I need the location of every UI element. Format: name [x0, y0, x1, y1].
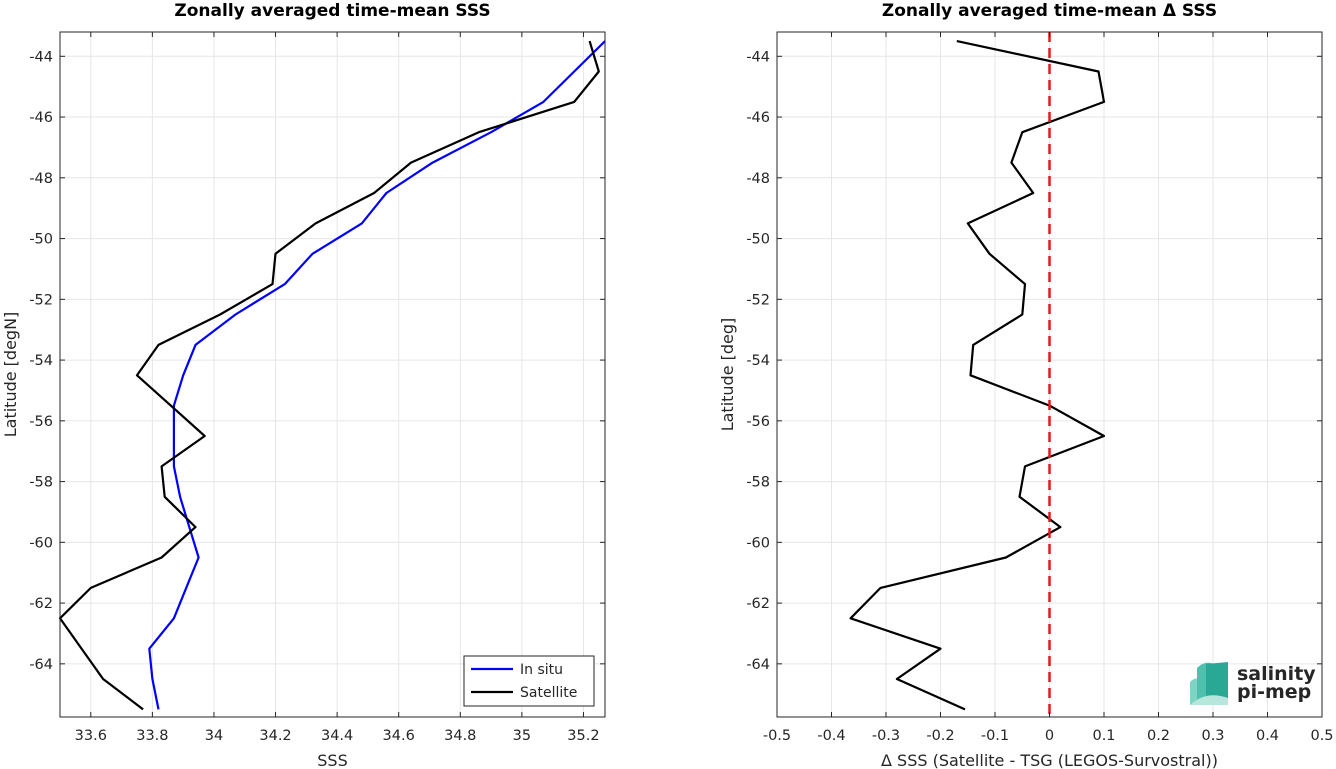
y-tick-label: -54	[29, 353, 53, 369]
y-axis-label-left: Latitude [degN]	[1, 312, 20, 438]
y-tick-label: -56	[746, 414, 770, 430]
x-tick-label: -0.4	[817, 728, 845, 744]
axes-frame-left	[59, 31, 606, 718]
y-tick-label: -50	[746, 232, 770, 248]
x-tick-label: 34.8	[444, 728, 476, 744]
x-tick-label: 0.5	[1310, 728, 1333, 744]
x-tick-label: 34.2	[259, 728, 291, 744]
y-tick-label: -64	[29, 657, 53, 673]
logo-text-salinity: salinity	[1237, 663, 1316, 685]
y-tick-label: -52	[29, 292, 53, 308]
series-line-satellite	[58, 40, 600, 711]
legend: In situ Satellite	[463, 655, 595, 707]
y-tick-label: -48	[29, 171, 53, 187]
x-tick-label: 0	[1045, 728, 1054, 744]
y-tick-label: -62	[746, 596, 770, 612]
x-tick-label: 35	[513, 728, 531, 744]
salinity-pi-mep-logo: salinity pi-mep	[1190, 662, 1316, 705]
y-tick-label: -58	[29, 475, 53, 491]
x-tick-label: -0.3	[872, 728, 900, 744]
y-tick-label: -60	[746, 535, 770, 551]
x-tick-label: -0.5	[763, 728, 791, 744]
wave-logo-icon	[1190, 662, 1228, 705]
series-line-in-situ	[148, 40, 606, 710]
legend-label-in-situ: In situ	[520, 662, 563, 678]
ticks-left: 33.6 33.8 34 34.2 34.4 34.6 34.8 35 35.2 -44 -46 -4…	[29, 32, 605, 744]
series-lines-right	[849, 32, 1106, 717]
y-tick-label: -60	[29, 535, 53, 551]
x-axis-label-left: SSS	[317, 751, 347, 769]
y-tick-label: -58	[746, 475, 770, 491]
x-tick-label: 0.3	[1201, 728, 1224, 744]
x-tick-label: 34	[205, 728, 223, 744]
x-tick-label: 35.2	[567, 728, 599, 744]
x-tick-label: 34.6	[383, 728, 415, 744]
y-tick-label: -44	[29, 49, 53, 65]
y-tick-label: -52	[746, 292, 770, 308]
y-tick-label: -48	[746, 171, 770, 187]
chart-title-left: Zonally averaged time-mean SSS	[174, 1, 490, 21]
y-tick-label: -62	[29, 596, 53, 612]
x-tick-label: 0.4	[1256, 728, 1279, 744]
y-axis-label-right: Latitude [deg]	[718, 318, 737, 432]
x-tick-label: 33.6	[75, 728, 107, 744]
y-tick-label: -54	[746, 353, 770, 369]
y-tick-label: -56	[29, 414, 53, 430]
x-tick-label: 0.2	[1147, 728, 1170, 744]
x-tick-label: 33.8	[136, 728, 168, 744]
series-line-series-0	[849, 40, 1106, 711]
logo-text-pi-mep: pi-mep	[1237, 681, 1311, 703]
x-tick-label: -0.2	[926, 728, 954, 744]
y-tick-label: -46	[29, 110, 53, 126]
legend-box	[463, 655, 595, 707]
legend-label-satellite: Satellite	[520, 685, 577, 701]
chart-title-right: Zonally averaged time-mean Δ SSS	[882, 1, 1217, 21]
x-tick-label: 0.1	[1092, 728, 1115, 744]
chart-sss-profile: 33.6 33.8 34 34.2 34.4 34.6 34.8 35 35.2 -44 -46 -4…	[1, 1, 606, 769]
x-axis-label-right: Δ SSS (Satellite - TSG (LEGOS-Survostral…	[881, 751, 1218, 769]
x-tick-label: -0.1	[981, 728, 1009, 744]
series-lines-left	[58, 40, 606, 711]
chart-delta-sss-profile: -0.5 -0.4 -0.3 -0.2 -0.1 0 0.1 0.2 0.3 0.4 0.5 -44 -…	[718, 1, 1334, 769]
y-tick-label: -46	[746, 110, 770, 126]
x-tick-label: 34.4	[321, 728, 353, 744]
y-tick-label: -50	[29, 232, 53, 248]
grid-left	[60, 32, 605, 717]
y-tick-label: -64	[746, 657, 770, 673]
y-tick-label: -44	[746, 49, 770, 65]
plot-area-left	[60, 32, 605, 717]
ticks-right: -0.5 -0.4 -0.3 -0.2 -0.1 0 0.1 0.2 0.3 0.4 0.5 -44 -…	[746, 32, 1334, 744]
